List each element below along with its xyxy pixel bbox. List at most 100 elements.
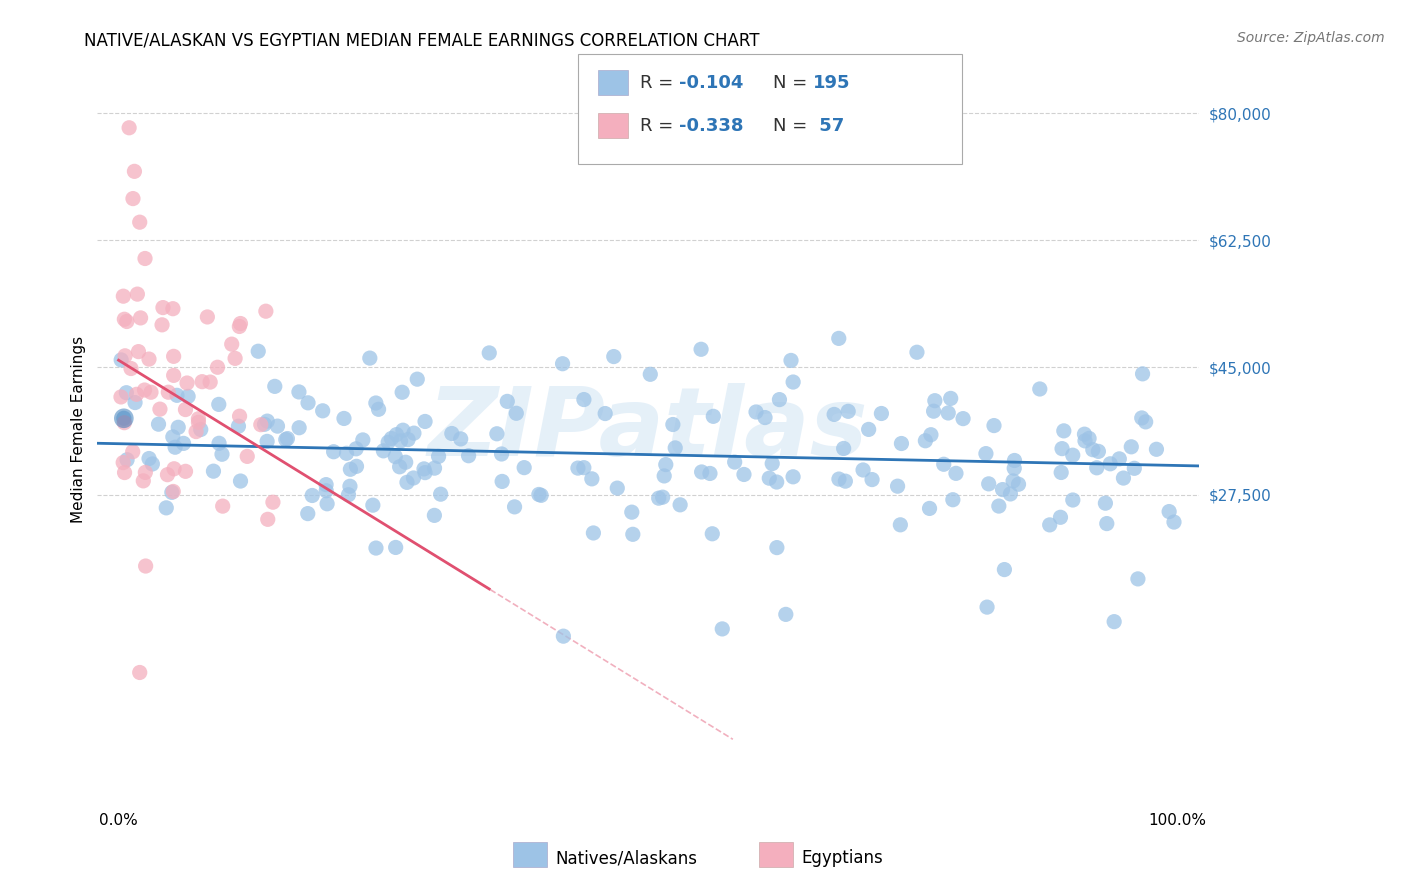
Point	[553, 629, 575, 643]
Point	[174, 464, 197, 478]
Point	[228, 319, 250, 334]
Point	[823, 408, 845, 422]
Point	[112, 411, 135, 425]
Point	[134, 252, 156, 266]
Point	[427, 450, 450, 464]
Point	[983, 418, 1005, 433]
Point	[775, 607, 797, 622]
Point	[173, 436, 195, 450]
Point	[152, 301, 174, 315]
Point	[388, 459, 411, 474]
Point	[1053, 424, 1076, 438]
Point	[702, 409, 724, 424]
Point	[288, 384, 311, 399]
Point	[276, 432, 298, 446]
Point	[110, 390, 132, 404]
Point	[1050, 466, 1073, 480]
Point	[690, 465, 713, 479]
Point	[162, 349, 184, 363]
Point	[389, 434, 412, 448]
Point	[918, 501, 941, 516]
Point	[828, 472, 851, 486]
Point	[924, 393, 946, 408]
Point	[346, 459, 368, 474]
Point	[135, 559, 157, 574]
Point	[301, 488, 323, 502]
Point	[530, 488, 553, 502]
Point	[664, 441, 686, 455]
Point	[870, 407, 893, 421]
Point	[367, 402, 389, 417]
Point	[322, 444, 344, 458]
Point	[1126, 572, 1149, 586]
Point	[581, 472, 603, 486]
Point	[253, 417, 276, 432]
Point	[1050, 442, 1073, 456]
Point	[129, 310, 152, 325]
Point	[121, 444, 143, 458]
Point	[991, 483, 1014, 497]
Point	[651, 490, 673, 504]
Point	[221, 337, 243, 351]
Point	[754, 410, 776, 425]
Point	[184, 425, 207, 439]
Point	[166, 388, 188, 402]
Point	[1132, 367, 1154, 381]
Point	[852, 463, 875, 477]
Point	[1004, 453, 1026, 467]
Point	[413, 466, 436, 480]
Point	[987, 499, 1010, 513]
Point	[162, 430, 184, 444]
Point	[162, 484, 184, 499]
Point	[782, 375, 804, 389]
Point	[567, 461, 589, 475]
Point	[690, 343, 713, 357]
Point	[127, 344, 149, 359]
Point	[364, 541, 387, 555]
Point	[228, 409, 250, 424]
Point	[551, 357, 574, 371]
Point	[503, 500, 526, 514]
Point	[211, 447, 233, 461]
Point	[207, 360, 229, 375]
Point	[361, 498, 384, 512]
Point	[1159, 505, 1181, 519]
Point	[782, 470, 804, 484]
Point	[150, 318, 173, 332]
Point	[505, 406, 527, 420]
Point	[1123, 461, 1146, 475]
Point	[191, 375, 214, 389]
Point	[187, 411, 209, 425]
Point	[138, 352, 160, 367]
Point	[254, 304, 277, 318]
Text: NATIVE/ALASKAN VS EGYPTIAN MEDIAN FEMALE EARNINGS CORRELATION CHART: NATIVE/ALASKAN VS EGYPTIAN MEDIAN FEMALE…	[84, 31, 759, 49]
Point	[1078, 431, 1101, 445]
Point	[761, 457, 783, 471]
Point	[174, 402, 197, 417]
Point	[1039, 517, 1062, 532]
Point	[939, 392, 962, 406]
Text: -0.338: -0.338	[679, 117, 744, 135]
Point	[837, 404, 859, 418]
Point	[922, 404, 945, 418]
Point	[413, 414, 436, 428]
Point	[125, 387, 148, 401]
Point	[262, 495, 284, 509]
Point	[724, 455, 747, 469]
Point	[120, 361, 142, 376]
Point	[229, 474, 252, 488]
Text: 57: 57	[813, 117, 844, 135]
Point	[1062, 493, 1084, 508]
Point	[648, 491, 671, 505]
Point	[652, 469, 675, 483]
Point	[768, 392, 790, 407]
Point	[155, 500, 177, 515]
Point	[112, 416, 135, 430]
Point	[134, 466, 156, 480]
Point	[256, 512, 278, 526]
Point	[974, 447, 997, 461]
Point	[297, 396, 319, 410]
Point	[890, 436, 912, 450]
Point	[114, 349, 136, 363]
Point	[1130, 411, 1153, 425]
